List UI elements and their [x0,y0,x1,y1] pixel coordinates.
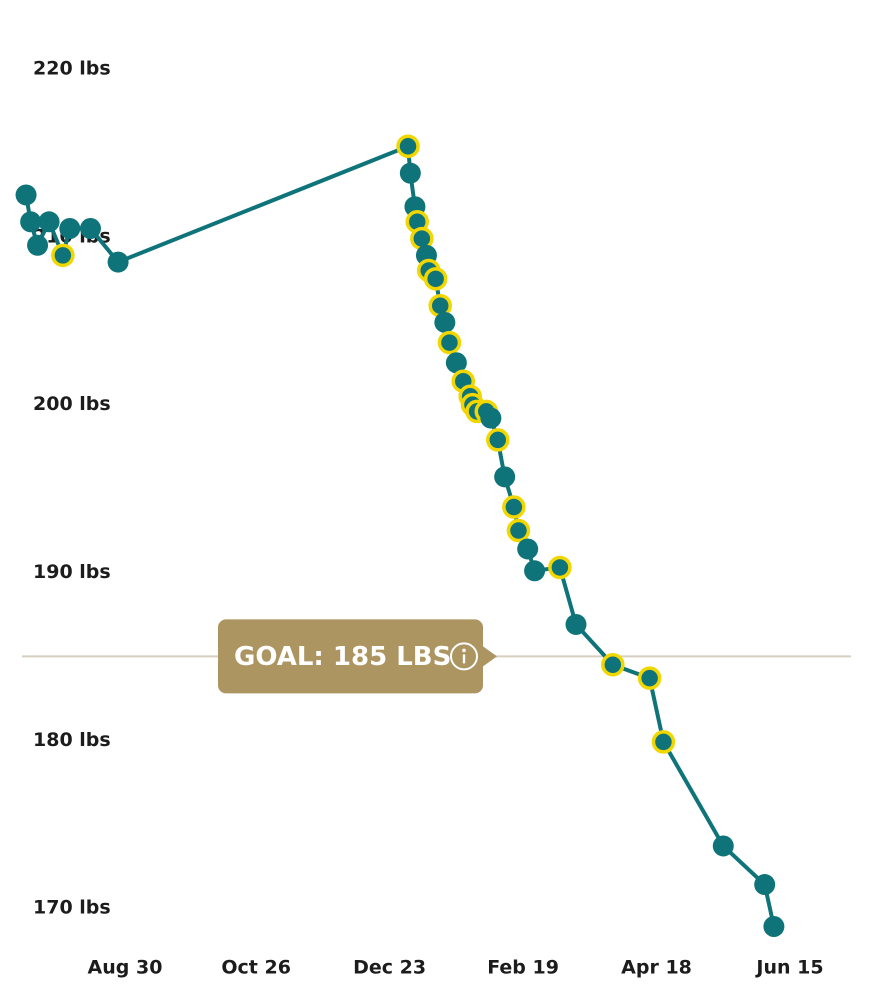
point [20,211,42,233]
highlighted-point [486,428,510,452]
highlighted-point [637,666,662,690]
y-tick-label: 170 lbs [33,897,111,919]
highlighted-point [423,267,448,291]
point [434,311,456,333]
point [763,915,785,937]
x-tick-label: Aug 30 [88,957,163,979]
highlighted-point [51,243,75,268]
point [754,874,776,896]
y-tick-label: 200 lbs [33,393,111,415]
point [107,251,129,273]
point [59,218,81,240]
goal-label: GOAL: 185 LBS [234,642,451,672]
highlighted-point [548,555,572,580]
point [38,211,60,233]
highlighted-point [396,134,420,159]
highlighted-point [506,518,531,543]
info-icon [450,642,478,671]
point [524,560,546,582]
point [79,218,101,240]
info-dot [462,648,466,653]
point [15,184,37,206]
point [517,538,539,560]
point [445,352,467,374]
point [565,613,587,635]
weight-line [24,144,776,927]
x-tick-label: Feb 19 [487,957,559,979]
x-tick-label: Jun 15 [754,957,823,979]
x-tick-label: Dec 23 [353,957,426,979]
x-tick-label: Oct 26 [221,957,291,979]
point [480,407,502,429]
y-tick-label: 220 lbs [33,58,111,80]
highlighted-point [601,653,625,677]
y-tick-label: 180 lbs [33,729,111,751]
goal-tooltip: GOAL: 185 LBS [218,619,497,694]
point [712,835,734,857]
highlighted-point [651,730,676,754]
point [399,162,421,184]
point [494,466,516,488]
y-tick-label: 190 lbs [33,561,111,583]
x-tick-label: Apr 18 [621,957,692,979]
point [27,234,49,256]
goal-badge [218,619,497,694]
highlighted-point [502,495,526,519]
highlighted-point [437,330,462,355]
